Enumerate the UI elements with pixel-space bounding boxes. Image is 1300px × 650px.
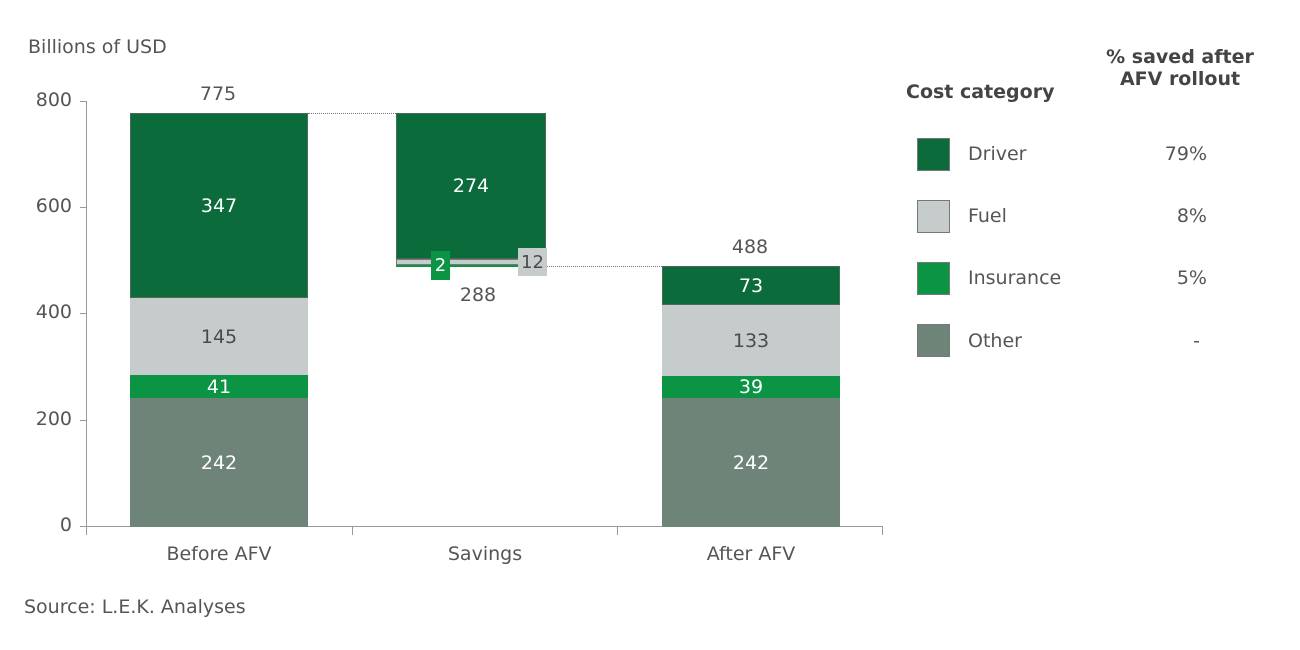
x-tick: [882, 526, 883, 535]
segment-value: 145: [200, 325, 238, 348]
x-category-label: Savings: [447, 543, 523, 565]
segment-value: 242: [200, 451, 238, 474]
bar-segment-other: 242: [130, 398, 308, 527]
bar-before-afv: 347 145 41 242: [130, 113, 308, 527]
y-axis-line: [86, 101, 87, 527]
y-tick: [80, 207, 87, 208]
bar-segment-fuel: 145: [130, 298, 308, 375]
legend-pct-fuel: 8%: [1176, 205, 1207, 227]
savings-insurance-badge: 2: [431, 251, 450, 280]
connector-line: [546, 266, 662, 267]
segment-value: 242: [732, 451, 770, 474]
x-category-label: After AFV: [706, 543, 796, 565]
bar-savings: 274: [396, 113, 546, 267]
y-tick-label: 800: [35, 89, 72, 111]
x-tick: [86, 526, 87, 535]
y-tick-label: 600: [35, 195, 72, 217]
legend-pct-insurance: 5%: [1176, 267, 1207, 289]
bar-segment-insurance: 39: [662, 376, 840, 398]
y-tick: [80, 313, 87, 314]
y-tick: [80, 420, 87, 421]
y-axis-title: Billions of USD: [28, 36, 167, 58]
bar-segment-insurance: [396, 265, 546, 267]
y-tick-label: 200: [35, 408, 72, 430]
segment-value: 347: [200, 194, 238, 217]
bar-segment-insurance: 41: [130, 375, 308, 398]
legend-pct-driver: 79%: [1164, 143, 1207, 165]
segment-value: 39: [738, 376, 764, 398]
y-tick-label: 0: [59, 514, 72, 536]
legend-label-driver: Driver: [968, 143, 1027, 165]
before-total-label: 775: [199, 83, 237, 105]
after-total-label: 488: [731, 236, 769, 258]
segment-value: 274: [452, 175, 490, 197]
bar-segment-driver: 274: [396, 113, 546, 259]
segment-value: 41: [206, 375, 232, 398]
bar-segment-driver: 347: [130, 113, 308, 298]
legend-label-fuel: Fuel: [968, 205, 1007, 227]
source-note: Source: L.E.K. Analyses: [24, 596, 246, 618]
x-axis-line: [86, 526, 883, 527]
bar-segment-fuel: 133: [662, 305, 840, 376]
legend-title: Cost category: [906, 81, 1055, 103]
legend-swatch-insurance: [917, 262, 950, 295]
legend-swatch-other: [917, 324, 950, 357]
y-tick-label: 400: [35, 301, 72, 323]
x-tick: [617, 526, 618, 535]
bar-after-afv: 73 133 39 242: [662, 266, 840, 527]
y-tick: [80, 101, 87, 102]
legend-swatch-driver: [917, 138, 950, 171]
bar-segment-driver: 73: [662, 266, 840, 305]
x-tick: [352, 526, 353, 535]
legend-pct-other: -: [1193, 330, 1200, 352]
legend-label-other: Other: [968, 330, 1022, 352]
legend-pct-title: % saved after AFV rollout: [1106, 46, 1254, 90]
bar-segment-other: 242: [662, 398, 840, 527]
segment-value: 133: [732, 329, 770, 352]
x-category-label: Before AFV: [166, 543, 272, 565]
legend-swatch-fuel: [917, 200, 950, 233]
y-tick: [80, 526, 87, 527]
legend-label-insurance: Insurance: [968, 267, 1062, 289]
connector-line: [308, 113, 396, 114]
savings-base-label: 288: [459, 284, 497, 306]
savings-fuel-badge: 12: [518, 248, 547, 276]
segment-value: 73: [738, 274, 764, 297]
